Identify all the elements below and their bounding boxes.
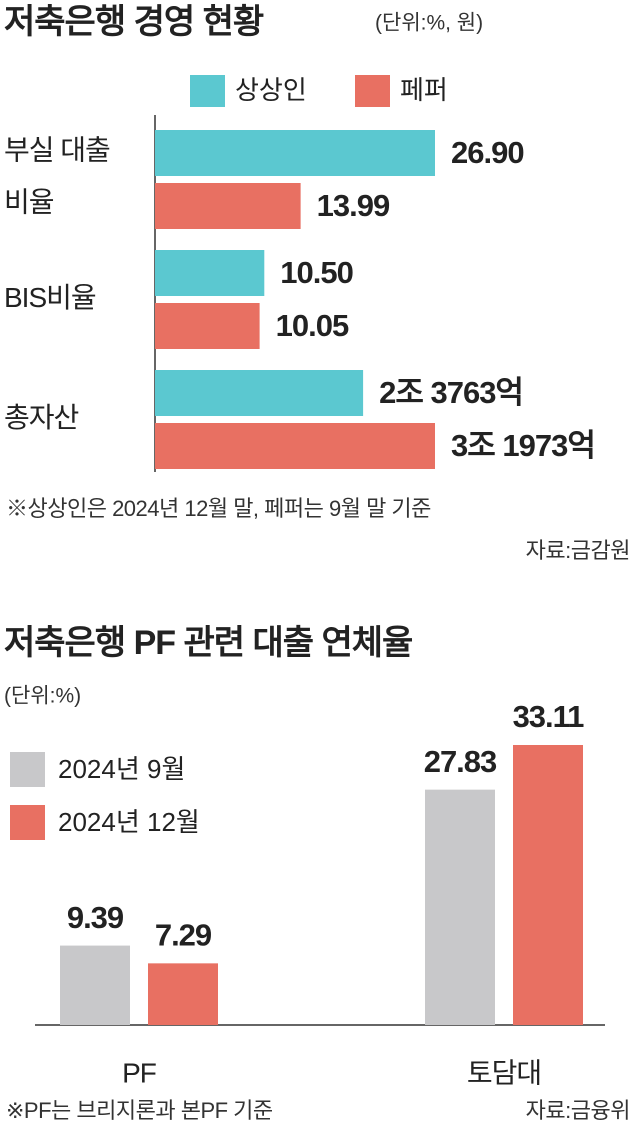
bar [155,370,364,416]
category-line: 비율 [4,187,54,218]
category-line: 부실 대출 [4,135,117,166]
bar [155,423,435,469]
bar [60,945,130,1025]
note: ※PF는 브리지론과 본PF 기준 [6,1098,273,1123]
legend-swatch [10,752,45,787]
value-label: 13.99 [317,188,390,223]
value-label: 3조 1973억 [451,428,595,463]
bar [155,130,435,176]
source: 자료:금융위 [526,1098,630,1123]
legend-label: 상상인 [235,75,307,105]
bar [425,789,495,1025]
category-label: BIS비율 [4,282,96,313]
source: 자료:금감원 [526,538,630,563]
legend-label: 2024년 12월 [58,807,200,837]
bar [513,745,583,1025]
category-label: 부실 대출 비율 [4,135,117,218]
bar [148,963,218,1025]
value-label: 26.90 [451,135,524,170]
legend-swatch [10,805,45,840]
value-label: 10.05 [276,308,349,343]
unit-label: (단위:%) [4,685,81,708]
unit-label: (단위:%, 원) [375,12,483,35]
legend-label: 페퍼 [400,75,448,105]
value-label: 10.50 [280,255,353,290]
value-label: 33.11 [513,699,585,734]
legend-label: 2024년 9월 [58,754,185,784]
value-label: 27.83 [424,744,497,779]
value-label: 2조 3763억 [379,375,523,410]
category-label: 총자산 [4,402,79,433]
bar [155,303,260,349]
value-label: 9.39 [67,900,124,935]
value-label: 7.29 [155,918,212,953]
chart-title: 저축은행 PF 관련 대출 연체율 [4,624,413,662]
bar [155,183,301,229]
x-tick-label: PF [122,1057,156,1088]
chart-title: 저축은행 경영 현황 [4,3,264,41]
note: ※상상인은 2024년 12월 말, 페퍼는 9월 말 기준 [6,496,431,521]
legend-swatch [355,75,390,107]
bar [155,250,265,296]
x-tick-label: 토담대 [467,1057,541,1088]
legend-swatch [190,75,225,107]
